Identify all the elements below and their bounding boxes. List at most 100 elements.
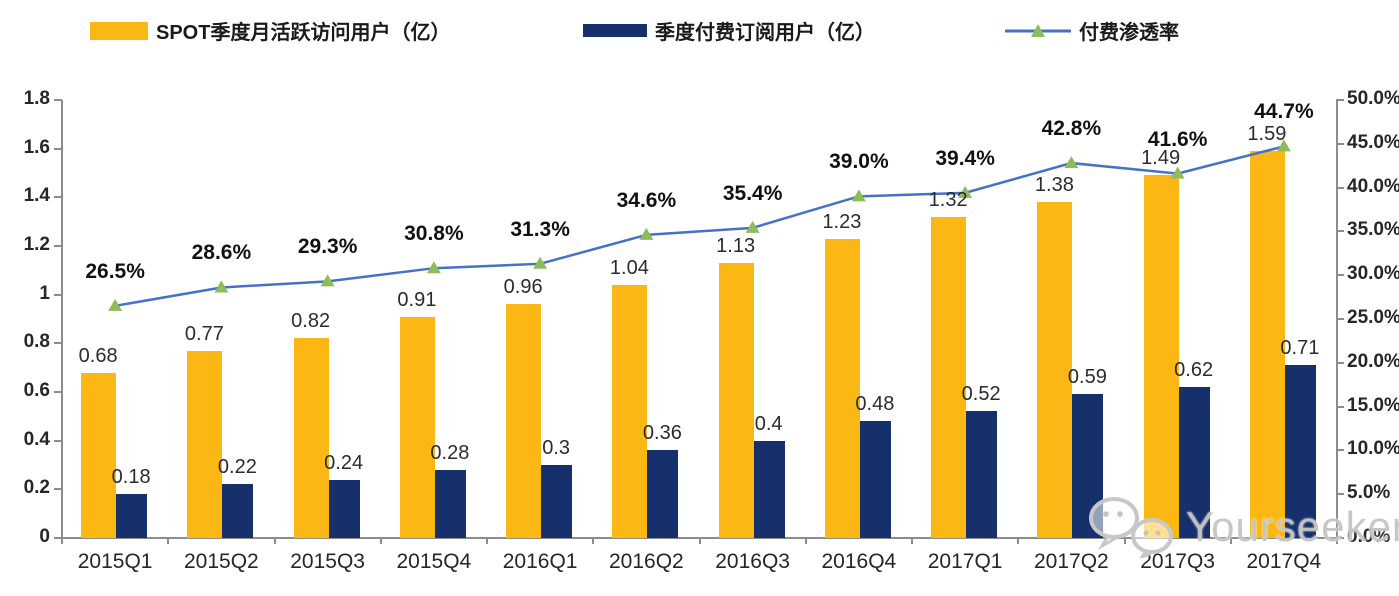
bar-subs bbox=[116, 494, 148, 538]
y-tick-label-left: 1.8 bbox=[23, 88, 50, 109]
y-tick-label-left: 0.2 bbox=[23, 477, 50, 499]
legend-item-subs: 季度付费订阅用户（亿） bbox=[583, 16, 875, 45]
y-tick-label-right: 30.0% bbox=[1347, 263, 1399, 285]
bar-mau bbox=[187, 350, 223, 538]
y-tick-label-left: 0 bbox=[39, 526, 50, 547]
y-tick-left bbox=[54, 537, 62, 539]
x-tick-label: 2015Q4 bbox=[396, 550, 472, 573]
marker-triangle bbox=[851, 189, 866, 202]
bar-label-subs: 0.71 bbox=[1280, 337, 1320, 360]
pct-label: 30.8% bbox=[404, 222, 464, 246]
x-tick bbox=[804, 538, 807, 544]
legend-swatch-mau bbox=[90, 21, 148, 40]
pct-label: 39.0% bbox=[829, 150, 889, 174]
bar-label-subs: 0.36 bbox=[642, 422, 682, 445]
x-tick-label: 2016Q2 bbox=[609, 550, 684, 573]
bar-label-subs: 0.4 bbox=[754, 412, 783, 435]
x-tick-label: 2016Q1 bbox=[502, 550, 578, 573]
y-tick-label-left: 0.4 bbox=[23, 428, 50, 450]
y-tick-left bbox=[54, 391, 62, 393]
marker-triangle bbox=[1064, 156, 1079, 169]
x-tick-label: 2015Q2 bbox=[184, 550, 259, 573]
y-tick-label-right: 0.0% bbox=[1347, 526, 1391, 547]
legend-item-penetration: 付费渗透率 bbox=[1005, 16, 1179, 45]
pct-label: 26.5% bbox=[85, 259, 145, 283]
legend-label-mau: SPOT季度月活跃访问用户（亿） bbox=[156, 22, 451, 44]
pct-label: 44.7% bbox=[1254, 100, 1314, 124]
x-tick bbox=[911, 538, 913, 544]
y-tick-left bbox=[54, 196, 62, 199]
y-tick-label-left: 1.2 bbox=[23, 234, 50, 255]
bar-subs bbox=[859, 421, 891, 538]
x-tick bbox=[698, 538, 701, 544]
y-tick-left bbox=[54, 342, 62, 345]
x-tick-label: 2015Q1 bbox=[77, 550, 153, 573]
marker-triangle bbox=[1276, 139, 1291, 152]
x-tick bbox=[1336, 538, 1338, 544]
y-tick-label-left: 0.6 bbox=[23, 380, 50, 401]
bar-subs bbox=[222, 484, 254, 538]
pct-label: 41.6% bbox=[1147, 127, 1208, 151]
marker-triangle bbox=[320, 274, 335, 287]
y-tick-label-right: 45.0% bbox=[1347, 131, 1399, 153]
bar-label-mau: 1.59 bbox=[1247, 123, 1287, 146]
x-tick-label: 2015Q3 bbox=[290, 550, 365, 573]
y-tick-left bbox=[54, 245, 62, 247]
y-tick-left bbox=[54, 293, 62, 296]
marker-triangle bbox=[108, 298, 123, 311]
pct-label: 35.4% bbox=[722, 181, 783, 205]
marker-triangle bbox=[958, 185, 973, 198]
bar-subs bbox=[541, 465, 573, 538]
bar-subs bbox=[1178, 387, 1210, 538]
bar-mau bbox=[81, 372, 117, 538]
marker-triangle bbox=[639, 227, 654, 240]
y-tick-label-right: 15.0% bbox=[1347, 394, 1399, 416]
bar-label-mau: 0.96 bbox=[503, 276, 543, 299]
y-tick-right bbox=[1336, 537, 1344, 539]
x-tick bbox=[379, 538, 382, 544]
bar-label-mau: 1.49 bbox=[1141, 147, 1181, 170]
trend-line bbox=[114, 145, 1285, 308]
y-tick-label-right: 20.0% bbox=[1347, 350, 1399, 372]
y-tick-right bbox=[1336, 493, 1344, 496]
x-tick bbox=[1123, 538, 1126, 544]
bar-label-subs: 0.24 bbox=[324, 451, 364, 474]
x-tick-label: 2017Q2 bbox=[1034, 550, 1109, 573]
x-tick bbox=[592, 538, 595, 544]
y-tick-label-right: 10.0% bbox=[1347, 438, 1399, 460]
pct-label: 31.3% bbox=[510, 217, 570, 241]
y-tick-right bbox=[1336, 361, 1344, 364]
x-tick-label: 2016Q4 bbox=[821, 550, 897, 573]
pct-label: 34.6% bbox=[616, 188, 677, 212]
y-tick-right bbox=[1336, 274, 1344, 277]
bar-subs bbox=[753, 440, 785, 538]
bar-mau bbox=[824, 238, 860, 538]
marker-triangle bbox=[1170, 166, 1185, 179]
y-tick-left bbox=[54, 99, 62, 101]
bar-label-subs: 0.18 bbox=[111, 466, 151, 489]
x-tick bbox=[1229, 538, 1232, 544]
bar-subs bbox=[647, 450, 679, 538]
bar-label-subs: 0.3 bbox=[542, 437, 571, 459]
x-tick bbox=[1017, 538, 1020, 544]
bar-mau bbox=[1249, 151, 1285, 538]
legend-label-penetration: 付费渗透率 bbox=[1079, 22, 1179, 44]
y-tick-right bbox=[1336, 318, 1344, 320]
bar-label-mau: 0.77 bbox=[184, 322, 224, 345]
bar-label-subs: 0.22 bbox=[217, 456, 257, 479]
y-tick-label-right: 5.0% bbox=[1347, 482, 1391, 504]
bar-mau bbox=[293, 338, 329, 538]
y-tick-label-left: 1.6 bbox=[23, 136, 50, 158]
y-tick-label-right: 40.0% bbox=[1347, 175, 1399, 197]
left-axis-line bbox=[61, 100, 63, 538]
bar-label-subs: 0.62 bbox=[1174, 359, 1214, 382]
bar-mau bbox=[1143, 175, 1179, 538]
bar-label-mau: 0.82 bbox=[291, 310, 331, 333]
legend-line-marker-icon bbox=[1005, 23, 1071, 37]
y-tick-right bbox=[1336, 449, 1344, 452]
bar-mau bbox=[612, 284, 648, 538]
marker-triangle bbox=[214, 280, 229, 293]
y-tick-label-right: 25.0% bbox=[1347, 307, 1399, 328]
